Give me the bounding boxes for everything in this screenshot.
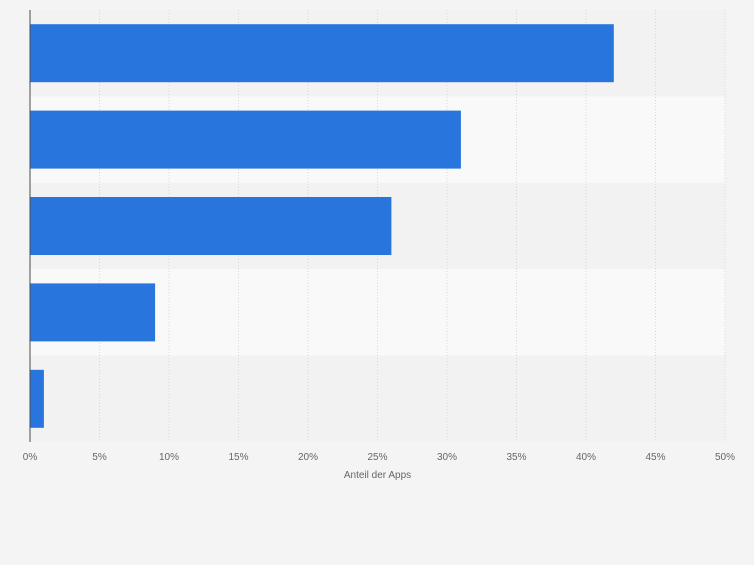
x-tick-label: 35% <box>506 452 526 463</box>
bar <box>30 24 614 83</box>
x-tick-label: 0% <box>23 452 38 463</box>
x-tick-label: 50% <box>715 452 735 463</box>
bar <box>30 110 461 169</box>
row-band <box>30 355 725 442</box>
x-tick-label: 10% <box>159 452 179 463</box>
bar <box>30 283 156 342</box>
x-tick-label: 25% <box>367 452 387 463</box>
x-tick-label: 5% <box>92 452 107 463</box>
x-tick-label: 45% <box>645 452 665 463</box>
bar <box>30 197 392 255</box>
x-tick-label: 20% <box>298 452 318 463</box>
x-tick-label: 15% <box>228 452 248 463</box>
x-tick-labels: 0% 5% 10% 15% 20% 25% 30% 35% 40% 45% 50% <box>23 452 735 463</box>
x-tick-label: 30% <box>437 452 457 463</box>
x-axis-title: Anteil der Apps <box>344 470 411 481</box>
bars <box>30 24 614 428</box>
x-tick-label: 40% <box>576 452 596 463</box>
bar <box>30 369 44 428</box>
